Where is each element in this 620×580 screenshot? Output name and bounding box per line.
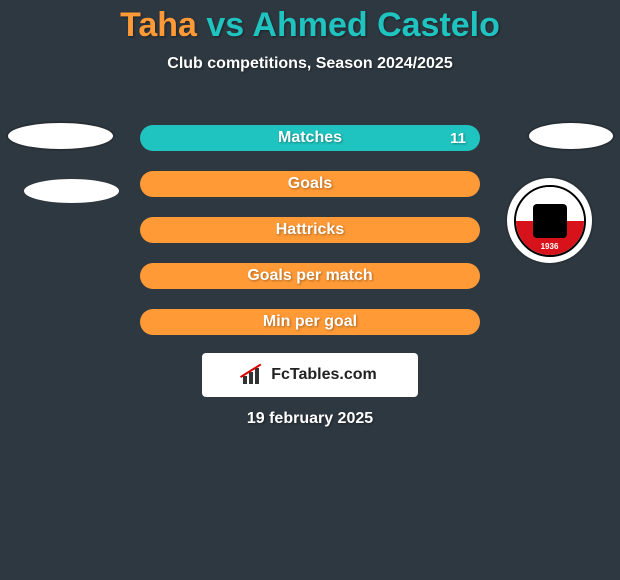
bar-label: Min per goal bbox=[263, 313, 357, 331]
bar-goals-per-match: Goals per match bbox=[140, 263, 480, 289]
player-2-avatar-placeholder bbox=[529, 123, 613, 149]
page-title: Taha vs Ahmed Castelo bbox=[0, 0, 620, 45]
bar-hattricks: Hattricks bbox=[140, 217, 480, 243]
bar-label: Matches bbox=[278, 129, 342, 147]
bar-label: Goals bbox=[288, 175, 332, 193]
badge-center-emblem bbox=[533, 204, 567, 238]
bar-goals: Goals bbox=[140, 171, 480, 197]
bar-min-per-goal: Min per goal bbox=[140, 309, 480, 335]
fctables-logo-icon bbox=[243, 366, 265, 384]
site-badge: FcTables.com bbox=[202, 353, 418, 397]
player-2-club-badge: 1936 bbox=[507, 178, 592, 263]
subtitle: Club competitions, Season 2024/2025 bbox=[0, 55, 620, 73]
player-1-avatar-placeholder bbox=[8, 123, 113, 149]
player-1-club-placeholder bbox=[24, 179, 119, 203]
badge-year: 1936 bbox=[516, 242, 584, 251]
bar-value-right: 11 bbox=[450, 130, 466, 147]
footer-date: 19 february 2025 bbox=[0, 410, 620, 428]
bar-label: Hattricks bbox=[276, 221, 344, 239]
bar-matches: Matches 11 bbox=[140, 125, 480, 151]
title-player-2: Ahmed Castelo bbox=[252, 6, 500, 44]
title-vs: vs bbox=[197, 6, 252, 44]
site-badge-text: FcTables.com bbox=[271, 366, 377, 384]
bar-label: Goals per match bbox=[247, 267, 372, 285]
title-player-1: Taha bbox=[120, 6, 197, 44]
club-badge-inner: 1936 bbox=[514, 185, 586, 257]
stats-bars: Matches 11 Goals Hattricks Goals per mat… bbox=[140, 125, 480, 355]
